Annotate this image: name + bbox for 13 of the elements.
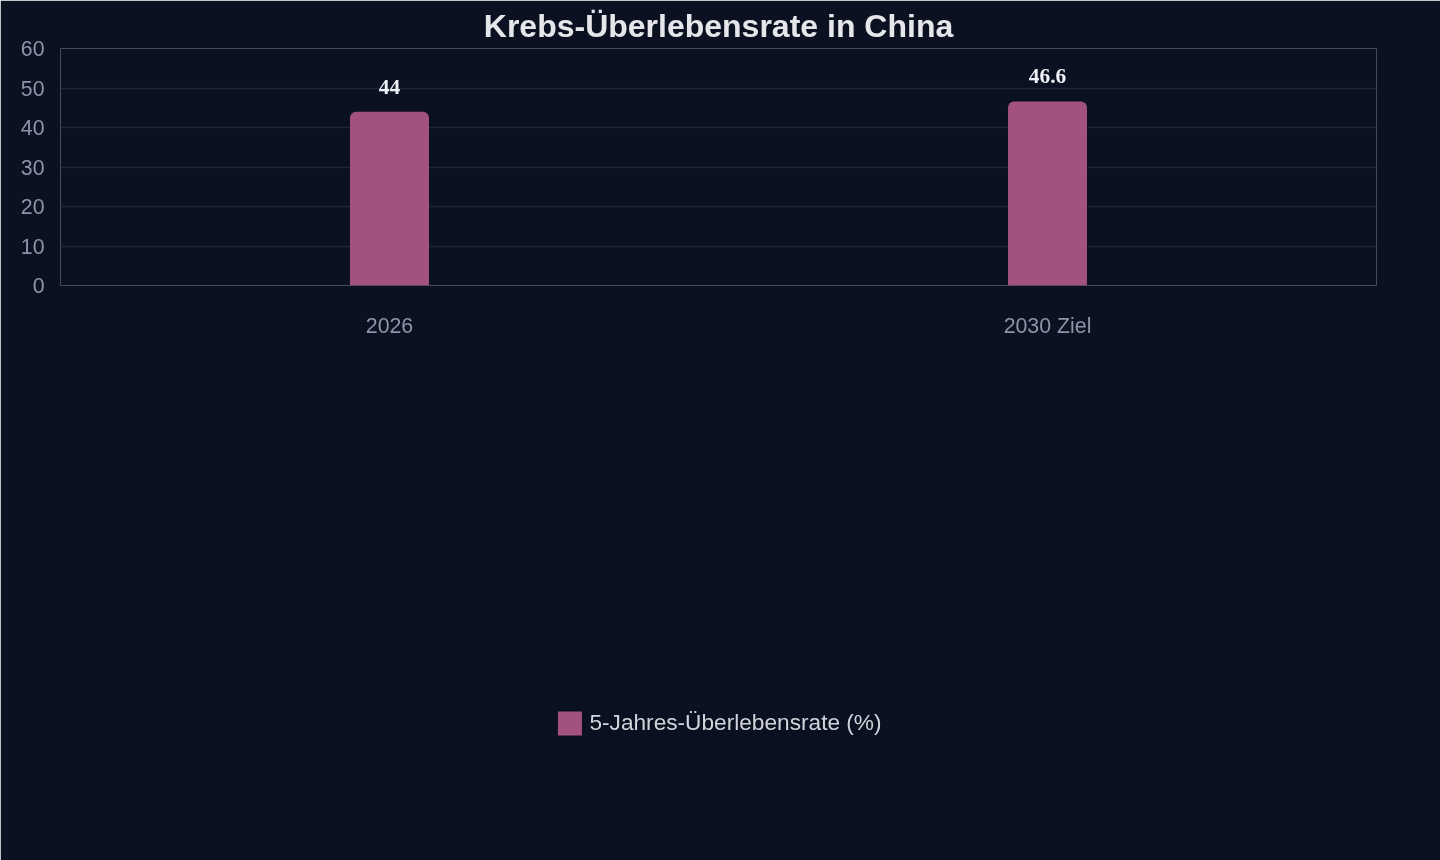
legend-label: 5-Jahres-Überlebensrate (%) xyxy=(589,709,882,736)
y-tick-label: 0 xyxy=(32,274,45,298)
x-tick-label: 2030 Ziel xyxy=(1003,313,1092,338)
chart-title: Krebs-Überlebensrate in China xyxy=(483,7,954,44)
y-tick-label: 10 xyxy=(20,234,45,259)
y-tick-label: 30 xyxy=(20,155,45,180)
x-tick-label: 2026 xyxy=(365,313,414,338)
y-tick-label: 60 xyxy=(20,37,45,61)
data-label: 46.6 xyxy=(1028,64,1067,89)
data-label: 44 xyxy=(378,74,401,99)
y-tick-label: 40 xyxy=(20,116,45,140)
y-tick-label: 20 xyxy=(20,195,45,219)
y-tick-label: 50 xyxy=(20,76,45,101)
